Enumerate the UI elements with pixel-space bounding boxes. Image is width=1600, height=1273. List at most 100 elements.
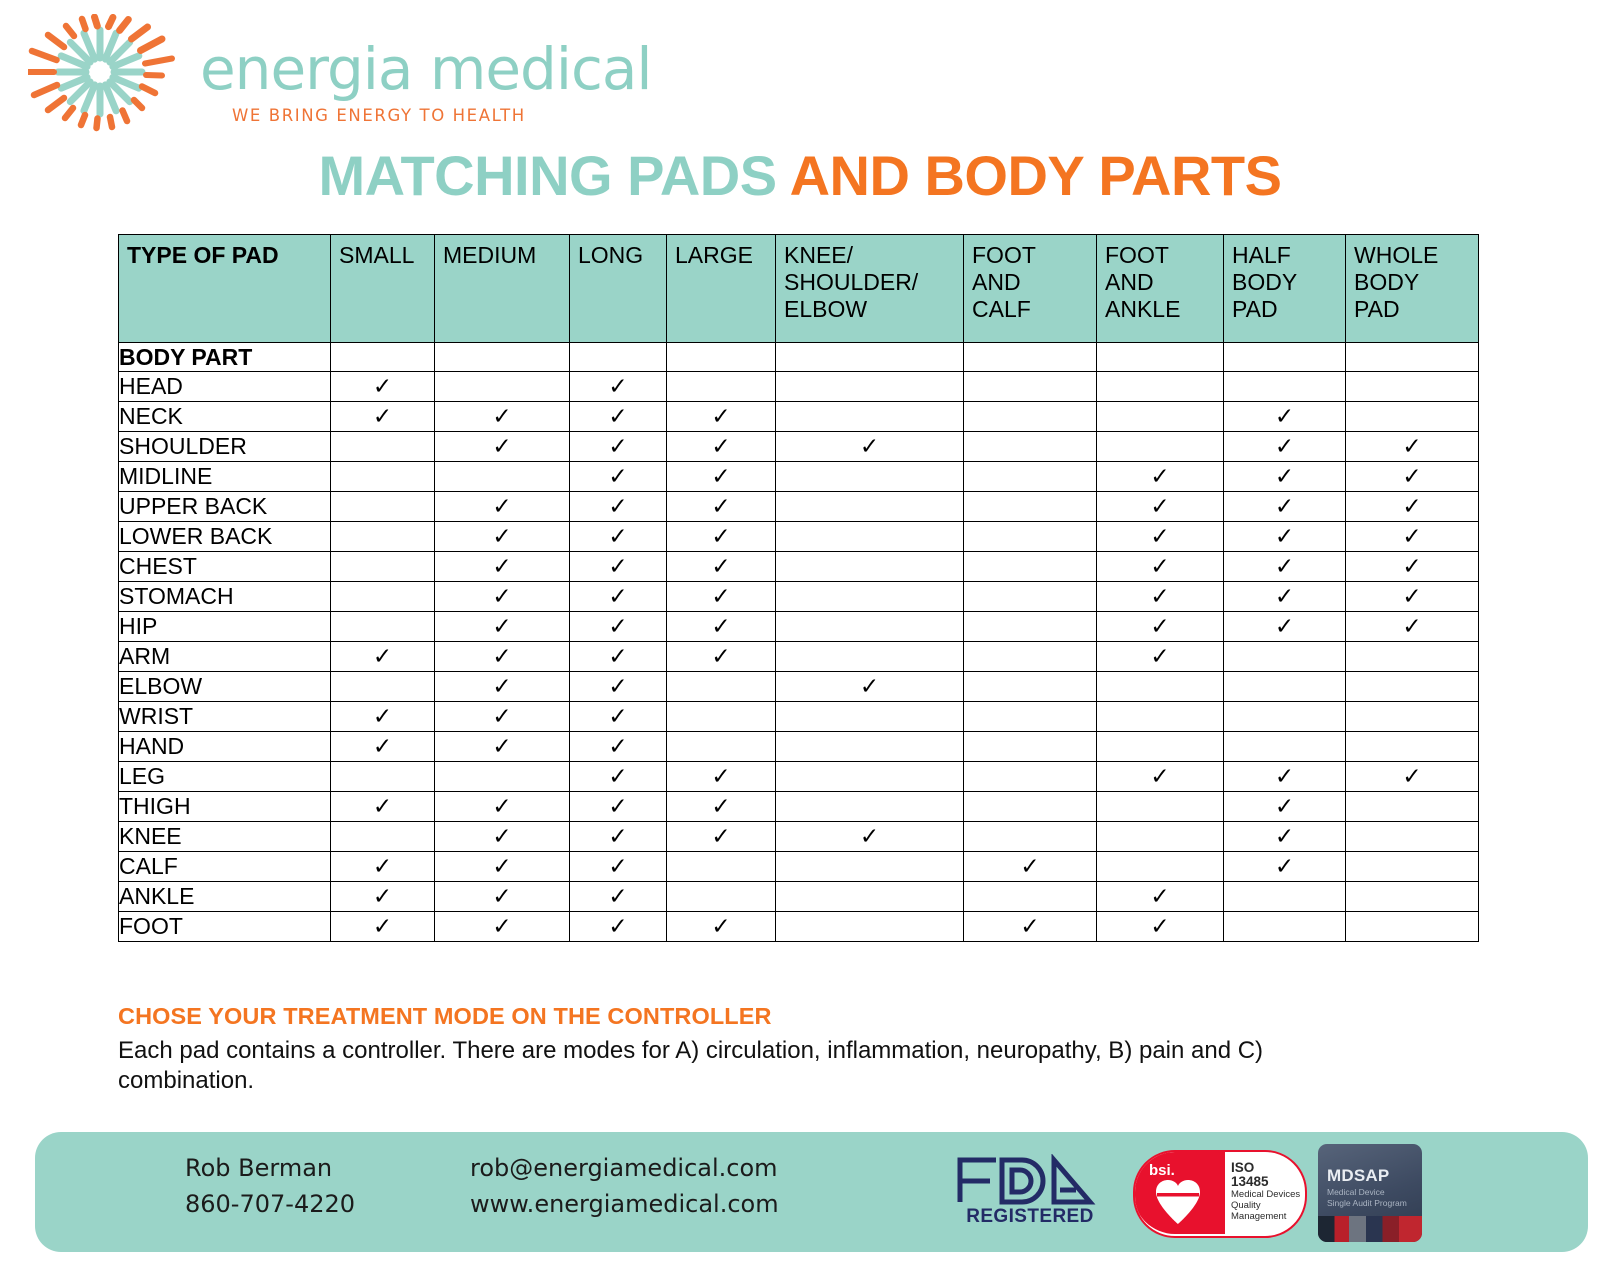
table-row: ELBOW ✓ ✓ ✓	[118, 671, 1479, 702]
cell-empty	[666, 851, 776, 882]
cell-checked: ✓	[434, 881, 570, 912]
cell-checked: ✓	[330, 851, 435, 882]
check-icon: ✓	[1150, 524, 1170, 550]
contact-email[interactable]: rob@energiamedical.com	[470, 1154, 778, 1182]
cell-empty	[1345, 701, 1479, 732]
check-icon: ✓	[608, 824, 628, 850]
cell-checked: ✓	[666, 611, 776, 642]
cell-checked: ✓	[434, 641, 570, 672]
cell-empty	[775, 791, 964, 822]
cell-checked: ✓	[569, 491, 667, 522]
check-icon: ✓	[492, 914, 512, 940]
cell-empty	[330, 521, 435, 552]
cell-empty	[1096, 791, 1224, 822]
cell-empty	[666, 671, 776, 702]
cell-checked: ✓	[1345, 551, 1479, 582]
check-icon: ✓	[1402, 614, 1422, 640]
cell-empty	[1223, 881, 1346, 912]
cell-checked: ✓	[963, 851, 1097, 882]
cell-empty	[1223, 371, 1346, 402]
cell-checked: ✓	[775, 821, 964, 852]
check-icon: ✓	[859, 824, 880, 850]
check-icon: ✓	[1274, 614, 1295, 640]
cell-checked: ✓	[569, 371, 667, 402]
table-row: MIDLINE ✓ ✓ ✓ ✓ ✓	[118, 461, 1479, 492]
column-header-line: MEDIUM	[443, 242, 537, 268]
bsi-line2: Quality	[1231, 1200, 1261, 1211]
cell-checked: ✓	[330, 371, 435, 402]
cell-empty	[775, 551, 964, 582]
contact-phone[interactable]: 860-707-4220	[185, 1190, 356, 1218]
cell-empty	[330, 491, 435, 522]
cell-empty	[963, 701, 1097, 732]
check-icon: ✓	[608, 764, 628, 790]
contact-website[interactable]: www.energiamedical.com	[470, 1190, 779, 1218]
cell-empty	[1096, 371, 1224, 402]
cell-empty	[330, 431, 435, 462]
check-icon: ✓	[1150, 614, 1170, 640]
table-row: CHEST ✓ ✓ ✓ ✓ ✓ ✓	[118, 551, 1479, 582]
cell-empty	[1345, 791, 1479, 822]
column-header-1: SMALL	[330, 234, 435, 343]
cell-empty	[1223, 671, 1346, 702]
check-icon: ✓	[372, 794, 393, 820]
body-part-label: LOWER BACK	[118, 521, 331, 552]
table-row: LEG ✓ ✓ ✓ ✓ ✓	[118, 761, 1479, 792]
body-part-label: STOMACH	[118, 581, 331, 612]
page-title-primary: MATCHING PADS	[318, 144, 790, 207]
column-header-line: AND	[1105, 269, 1154, 295]
cell-checked: ✓	[434, 671, 570, 702]
cell-checked: ✓	[569, 401, 667, 432]
body-part-label: HEAD	[118, 371, 331, 402]
table-row: WRIST ✓ ✓ ✓	[118, 701, 1479, 732]
check-icon: ✓	[608, 584, 628, 610]
table-row: CALF ✓ ✓ ✓ ✓ ✓	[118, 851, 1479, 882]
cell-checked: ✓	[1096, 551, 1224, 582]
cell-empty	[1345, 911, 1479, 942]
cell-checked: ✓	[569, 911, 667, 942]
check-icon: ✓	[1274, 794, 1295, 820]
cell-empty	[963, 342, 1097, 372]
cell-empty	[666, 881, 776, 912]
cell-checked: ✓	[434, 581, 570, 612]
table-row: FOOT ✓ ✓ ✓ ✓ ✓ ✓	[118, 911, 1479, 942]
check-icon: ✓	[608, 374, 628, 400]
check-icon: ✓	[1150, 554, 1170, 580]
cell-empty	[330, 342, 435, 372]
notes-body: Each pad contains a controller. There ar…	[118, 1037, 1264, 1094]
table-body: BODY PART HEAD ✓ ✓ NECK ✓ ✓ ✓ ✓ ✓ SHOULDER ✓ ✓ ✓ ✓ ✓ ✓ MI…	[118, 342, 1479, 942]
cell-empty	[1223, 342, 1346, 372]
check-icon: ✓	[492, 434, 512, 460]
cell-empty	[963, 791, 1097, 822]
cell-checked: ✓	[434, 701, 570, 732]
cell-checked: ✓	[569, 701, 667, 732]
column-header-line: WHOLE	[1354, 242, 1439, 268]
cell-checked: ✓	[434, 791, 570, 822]
check-icon: ✓	[1274, 554, 1295, 580]
body-part-label: NECK	[118, 401, 331, 432]
cell-checked: ✓	[569, 731, 667, 762]
body-part-label: WRIST	[118, 701, 331, 732]
check-icon: ✓	[711, 554, 731, 580]
check-icon: ✓	[492, 614, 512, 640]
body-part-label: HAND	[118, 731, 331, 762]
cell-empty	[1096, 671, 1224, 702]
cell-checked: ✓	[1345, 611, 1479, 642]
bsi-iso-badge: bsi. ISO 13485 Medical Devices Quality M…	[1133, 1150, 1307, 1238]
check-icon: ✓	[492, 494, 512, 520]
check-icon: ✓	[372, 704, 393, 730]
check-icon: ✓	[492, 674, 512, 700]
cell-checked: ✓	[1223, 521, 1346, 552]
bsi-number: 13485	[1231, 1174, 1269, 1189]
cell-checked: ✓	[1223, 761, 1346, 792]
cell-empty	[330, 461, 435, 492]
cell-checked: ✓	[434, 821, 570, 852]
cell-empty	[775, 491, 964, 522]
check-icon: ✓	[372, 914, 393, 940]
cell-empty	[666, 342, 776, 372]
check-icon: ✓	[608, 614, 628, 640]
check-icon: ✓	[1402, 494, 1422, 520]
cell-checked: ✓	[569, 821, 667, 852]
cell-checked: ✓	[1345, 461, 1479, 492]
column-header-5: KNEE/SHOULDER/ELBOW	[775, 234, 964, 343]
